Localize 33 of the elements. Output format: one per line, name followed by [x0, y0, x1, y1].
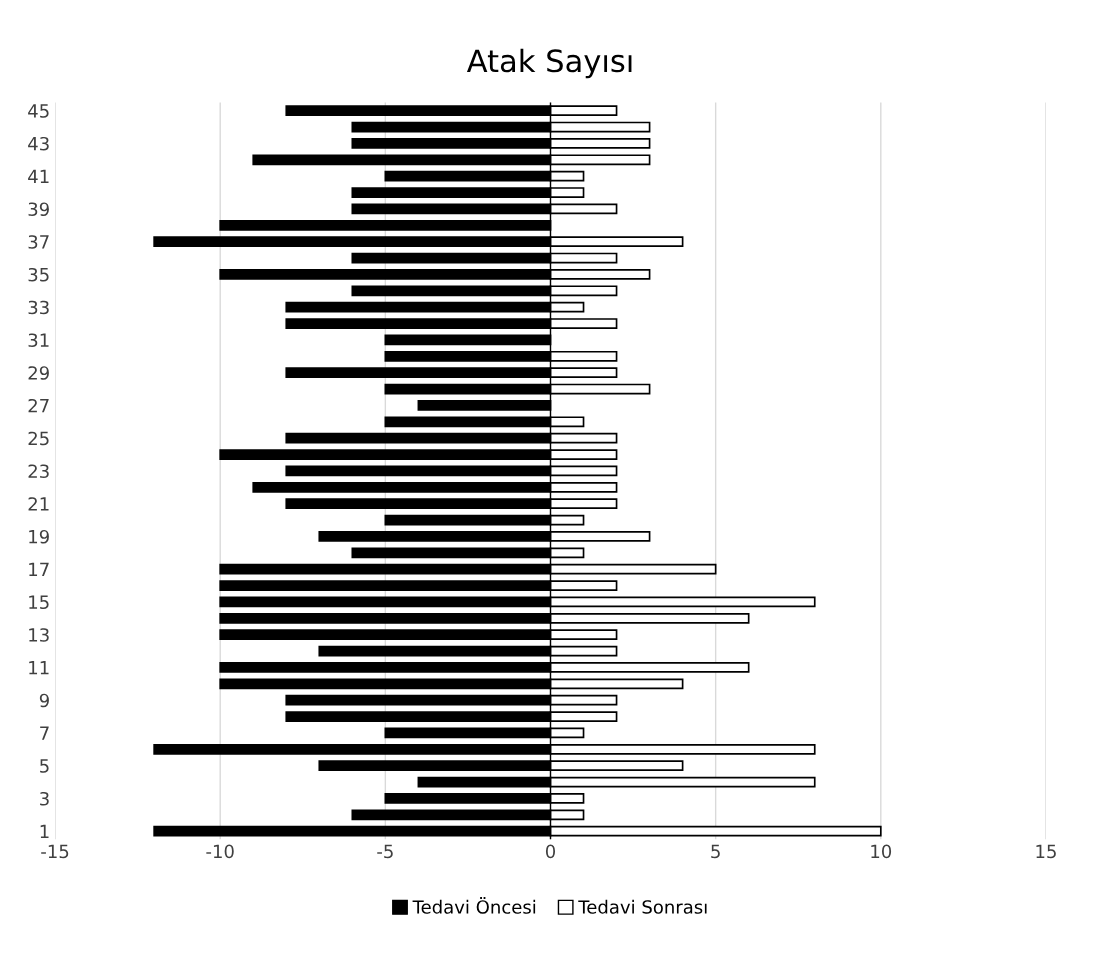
chart-title: Atak Sayısı — [466, 48, 632, 79]
y-tick-label: 1 — [40, 824, 49, 839]
y-tick-label: 31 — [28, 333, 49, 348]
y-tick-label: 35 — [28, 267, 49, 282]
y-tick-label: 13 — [29, 628, 49, 642]
y-tick-label: 39 — [28, 202, 49, 217]
x-tick-label: -5 — [377, 844, 393, 859]
y-tick-label: 29 — [28, 366, 49, 380]
y-tick-label: 23 — [28, 464, 49, 479]
x-tick-label: 15 — [1036, 844, 1056, 859]
y-tick-label: 33 — [28, 300, 49, 315]
y-tick-label: 19 — [29, 529, 49, 544]
y-tick-label: 7 — [40, 726, 49, 740]
y-tick-label: 17 — [29, 562, 49, 577]
x-tick-label: 5 — [711, 844, 720, 859]
y-tick-label: 11 — [29, 661, 49, 675]
y-tick-label: 15 — [29, 595, 49, 610]
y-tick-label: 25 — [28, 431, 49, 446]
x-tick-label: -15 — [41, 844, 69, 859]
y-tick-label: 21 — [28, 497, 49, 511]
y-tick-label: 45 — [28, 104, 49, 118]
x-tick-label: -10 — [206, 844, 234, 859]
y-tick-label: 41 — [28, 169, 49, 184]
y-tick-label: 9 — [39, 693, 49, 708]
y-tick-label: 27 — [28, 398, 49, 413]
y-tick-label: 5 — [40, 759, 49, 773]
legend-label: Tedavi Sonrası — [578, 899, 707, 914]
x-tick-label: 10 — [871, 844, 892, 859]
x-tick-label: 0 — [545, 844, 556, 859]
legend-label: Tedavi Öncesi — [412, 897, 536, 914]
y-tick-label: 43 — [28, 136, 49, 151]
y-tick-label: 3 — [40, 791, 49, 806]
y-tick-label: 37 — [28, 235, 49, 249]
